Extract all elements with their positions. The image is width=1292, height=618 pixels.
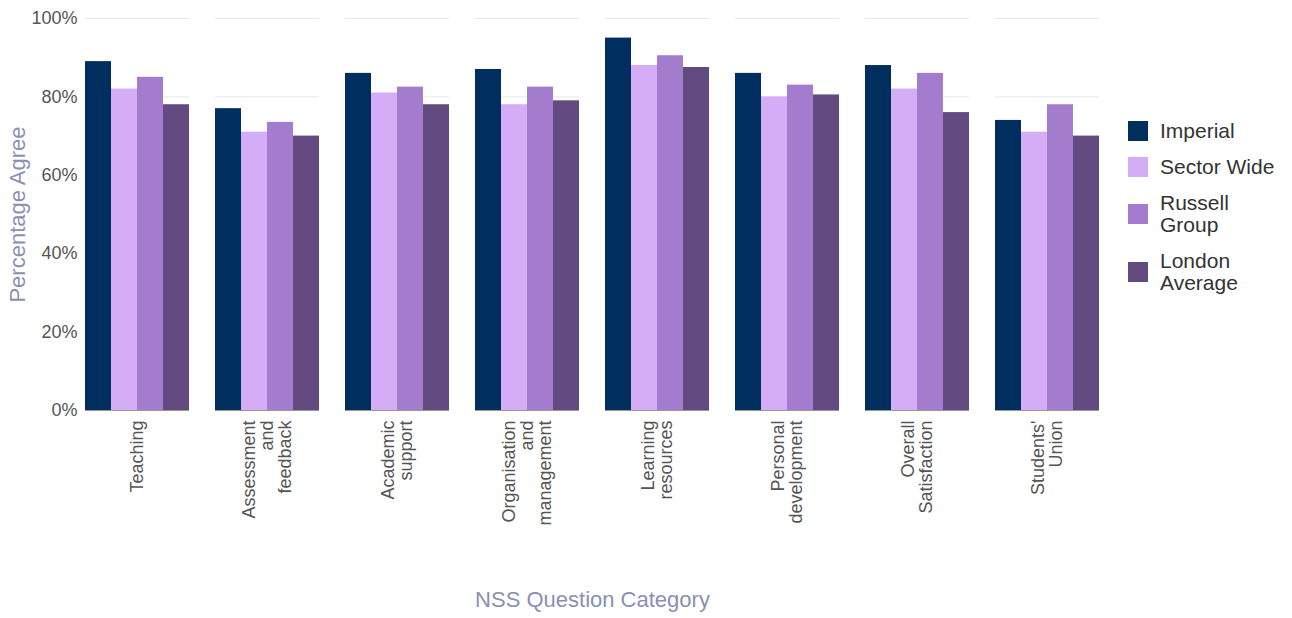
svg-text:0%: 0%: [51, 400, 77, 420]
svg-text:Teaching: Teaching: [127, 421, 147, 493]
svg-text:40%: 40%: [41, 243, 77, 263]
svg-text:Personaldevelopment: Personaldevelopment: [768, 421, 806, 524]
svg-text:80%: 80%: [41, 87, 77, 107]
svg-text:20%: 20%: [41, 322, 77, 342]
svg-text:60%: 60%: [41, 165, 77, 185]
svg-text:Learningresources: Learningresources: [638, 421, 676, 500]
svg-text:OverallSatisfaction: OverallSatisfaction: [898, 421, 936, 514]
svg-text:Percentage Agree: Percentage Agree: [5, 126, 30, 302]
html-text:London Average: London Average: [1160, 249, 1238, 294]
svg-text:Students'Union: Students'Union: [1028, 421, 1066, 496]
svg-text:Academicsupport: Academicsupport: [378, 421, 416, 500]
html-text:Russell Group: Russell Group: [1160, 191, 1229, 236]
svg-text:Assessmentandfeedback: Assessmentandfeedback: [239, 420, 295, 519]
html-text:Sector Wide: Sector Wide: [1160, 155, 1275, 178]
svg-text:NSS Question Category: NSS Question Category: [475, 587, 710, 612]
svg-text:Organisationandmanagement: Organisationandmanagement: [499, 421, 555, 526]
html-text:Imperial: Imperial: [1160, 119, 1235, 142]
svg-text:100%: 100%: [31, 8, 77, 28]
